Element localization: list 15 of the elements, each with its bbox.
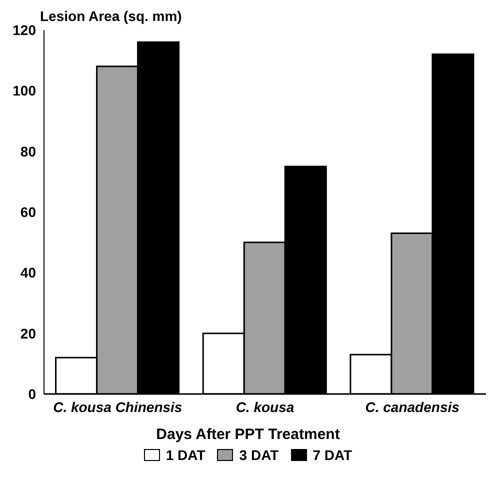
x-tick-label: C. kousa	[236, 398, 294, 415]
y-tick-label: 60	[20, 204, 36, 220]
y-tick-label: 40	[20, 264, 36, 281]
legend-label: 7 DAT	[312, 447, 352, 463]
y-axis-title: Lesion Area (sq. mm)	[40, 8, 183, 24]
x-tick-label: C. canadensis	[365, 398, 460, 415]
y-tick-label: 0	[28, 386, 36, 402]
x-tick-label: C. kousa Chinensis	[53, 398, 182, 415]
y-tick-label: 120	[12, 22, 36, 38]
y-tick-label: 80	[20, 143, 36, 160]
y-tick-label: 20	[20, 325, 36, 342]
legend-title: Days After PPT Treatment	[155, 426, 341, 443]
y-tick-label: 100	[12, 82, 36, 99]
legend-label: 1 DAT	[164, 447, 206, 463]
legend-label: 3 DAT	[238, 447, 279, 463]
